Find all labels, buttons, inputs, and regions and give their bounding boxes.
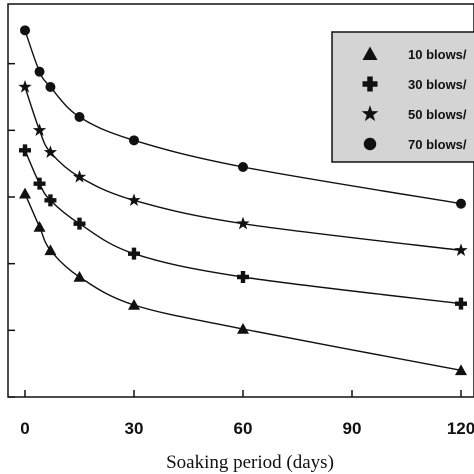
data-point xyxy=(72,170,87,183)
legend-marker xyxy=(361,105,379,122)
x-tick-label: 60 xyxy=(234,419,253,438)
data-point xyxy=(129,135,139,146)
legend-label: 70 blows/ xyxy=(408,137,467,152)
data-point xyxy=(73,271,86,282)
data-point xyxy=(32,123,47,136)
x-axis-title: Soaking period (days) xyxy=(166,452,334,473)
x-tick-label: 0 xyxy=(20,419,29,438)
legend-label: 50 blows/ xyxy=(408,107,467,122)
x-axis-ticks: 0 30 60 90 120 xyxy=(20,390,474,438)
data-point xyxy=(454,243,468,256)
x-tick-label: 120 xyxy=(447,419,474,438)
data-point xyxy=(34,66,45,77)
data-point xyxy=(237,271,249,283)
data-point xyxy=(33,177,46,190)
legend-label: 10 blows/ xyxy=(408,47,467,62)
legend-box xyxy=(331,31,474,163)
data-point xyxy=(456,198,466,209)
data-point xyxy=(128,299,140,310)
y-axis-ticks xyxy=(8,62,15,398)
legend-marker xyxy=(363,137,377,151)
legend-marker xyxy=(362,76,378,92)
data-point xyxy=(19,187,31,199)
data-point xyxy=(455,364,467,376)
plot-frame xyxy=(7,3,474,398)
legend: 10 blows/30 blows/50 blows/70 blows/ xyxy=(331,31,474,163)
data-point xyxy=(20,25,30,36)
data-point xyxy=(44,194,57,207)
data-point xyxy=(73,217,86,230)
legend-marker xyxy=(362,46,378,60)
data-point xyxy=(19,144,31,157)
data-point xyxy=(18,80,32,93)
legend-label: 30 blows/ xyxy=(408,77,467,92)
data-point xyxy=(127,193,141,206)
data-point xyxy=(43,145,58,158)
data-point xyxy=(238,162,248,172)
data-point xyxy=(44,244,57,256)
x-tick-label: 30 xyxy=(125,419,144,438)
x-tick-label: 90 xyxy=(343,419,362,438)
data-point xyxy=(45,82,56,92)
data-point xyxy=(128,247,140,260)
series-markers xyxy=(18,25,468,376)
data-point xyxy=(236,216,250,230)
data-point xyxy=(455,297,467,310)
data-point xyxy=(33,221,46,232)
data-point xyxy=(237,323,249,334)
data-point xyxy=(74,112,85,122)
